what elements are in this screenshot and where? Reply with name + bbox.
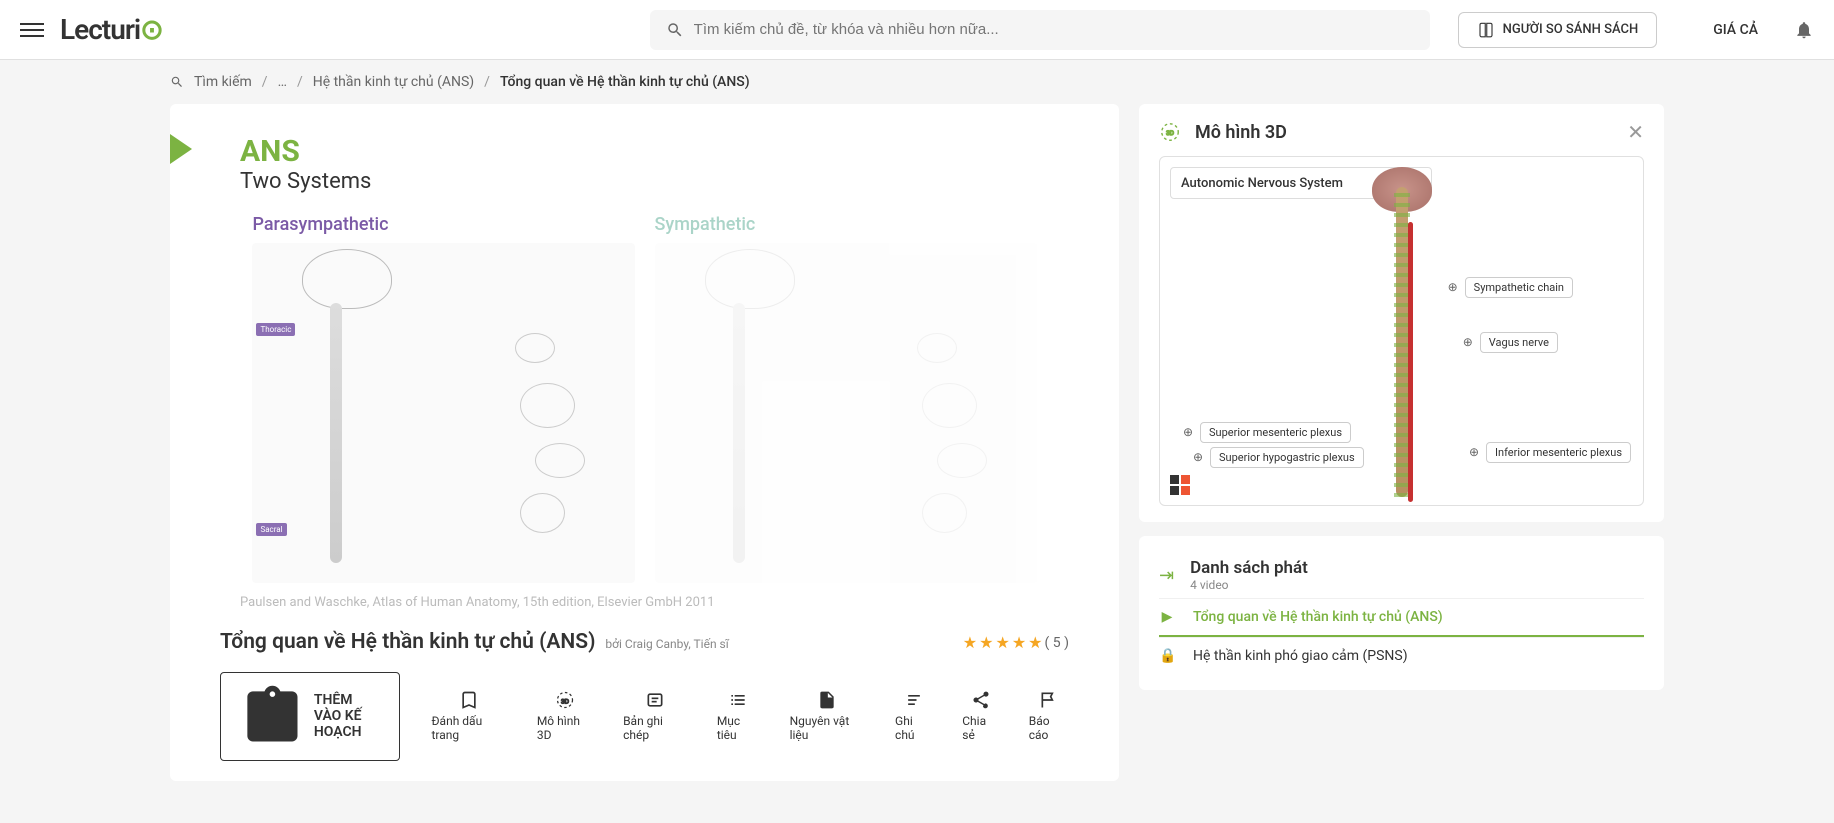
slide-title: ANS bbox=[240, 134, 1069, 169]
rating[interactable]: ★ ★ ★ ★ ★ ( 5 ) bbox=[963, 633, 1069, 652]
header: Lecturi⊙ NGƯỜI SO SÁNH SÁCH GIÁ CẢ bbox=[0, 0, 1834, 60]
file-icon bbox=[817, 690, 837, 710]
materials-action[interactable]: Nguyên vật liệu bbox=[790, 690, 865, 742]
search-icon bbox=[170, 75, 184, 89]
citation: Paulsen and Waschke, Atlas of Human Anat… bbox=[240, 595, 1069, 610]
model3d-panel: 3D Mô hình 3D ✕ Autonomic Nervous System… bbox=[1139, 104, 1664, 522]
compare-books-button[interactable]: NGƯỜI SO SÁNH SÁCH bbox=[1458, 12, 1658, 48]
sympathetic-diagram bbox=[655, 243, 1037, 583]
video-author: bởi Craig Canby, Tiến sĩ bbox=[605, 637, 728, 651]
transcript-action[interactable]: Bản ghi chép bbox=[623, 690, 687, 742]
callout[interactable]: Sympathetic chain bbox=[1465, 277, 1573, 298]
objectives-action[interactable]: Mục tiêu bbox=[717, 690, 760, 742]
star-icon: ★ bbox=[1012, 633, 1026, 652]
breadcrumb-dots[interactable]: … bbox=[278, 74, 287, 90]
model3d-action[interactable]: 3D Mô hình 3D bbox=[537, 690, 593, 742]
list-icon bbox=[728, 690, 748, 710]
3d-icon: 3D bbox=[555, 690, 575, 710]
logo[interactable]: Lecturi⊙ bbox=[60, 13, 163, 46]
svg-text:3D: 3D bbox=[1166, 129, 1174, 137]
report-action[interactable]: Báo cáo bbox=[1029, 690, 1069, 742]
playlist-item[interactable]: 🔒 Hệ thần kinh phó giao cảm (PSNS) bbox=[1159, 637, 1644, 674]
search-icon bbox=[666, 21, 684, 39]
search-input[interactable] bbox=[694, 21, 1414, 38]
book-icon bbox=[1477, 21, 1495, 39]
transcript-icon bbox=[645, 690, 665, 710]
playlist-title: Danh sách phát bbox=[1190, 558, 1308, 578]
share-icon bbox=[971, 690, 991, 710]
share-action[interactable]: Chia sẻ bbox=[962, 690, 999, 742]
breadcrumb-parent[interactable]: Hệ thần kinh tự chủ (ANS) bbox=[313, 74, 474, 90]
star-icon: ★ bbox=[995, 633, 1009, 652]
bookmark-action[interactable]: Đánh dấu trang bbox=[432, 690, 507, 742]
lecture-panel: ANS Two Systems Parasympathetic Thoracic… bbox=[170, 104, 1119, 781]
notifications-icon[interactable] bbox=[1794, 20, 1814, 40]
callout[interactable]: Inferior mesenteric plexus bbox=[1486, 442, 1631, 463]
model3d-viewer[interactable]: Autonomic Nervous System i Sympathetic c… bbox=[1159, 156, 1644, 506]
flag-icon bbox=[1039, 690, 1059, 710]
rating-count: ( 5 ) bbox=[1045, 635, 1069, 651]
parasympathetic-label: Parasympathetic bbox=[252, 214, 634, 235]
lock-icon: 🔒 bbox=[1159, 648, 1175, 664]
breadcrumb-search[interactable]: Tìm kiếm bbox=[194, 74, 252, 90]
playlist-panel: ⇥ Danh sách phát 4 video ▶ Tổng quan về … bbox=[1139, 536, 1664, 690]
star-icon: ★ bbox=[1028, 633, 1042, 652]
play-button[interactable] bbox=[170, 134, 192, 164]
video-title: Tổng quan về Hệ thần kinh tự chủ (ANS) bbox=[220, 630, 595, 654]
breadcrumb-current: Tổng quan về Hệ thần kinh tự chủ (ANS) bbox=[500, 74, 750, 90]
search-bar[interactable] bbox=[650, 10, 1430, 50]
play-icon: ▶ bbox=[1159, 609, 1175, 625]
callout[interactable]: Superior hypogastric plexus bbox=[1210, 447, 1364, 468]
notes-icon bbox=[904, 690, 924, 710]
close-button[interactable]: ✕ bbox=[1627, 120, 1644, 144]
star-icon: ★ bbox=[963, 633, 977, 652]
star-icon: ★ bbox=[979, 633, 993, 652]
clipboard-icon bbox=[239, 683, 306, 750]
callout[interactable]: Vagus nerve bbox=[1480, 332, 1558, 353]
3d-icon: 3D bbox=[1159, 121, 1181, 143]
brand-badge bbox=[1170, 475, 1190, 495]
svg-text:3D: 3D bbox=[561, 698, 569, 706]
breadcrumb: Tìm kiếm / … / Hệ thần kinh tự chủ (ANS)… bbox=[0, 60, 1834, 104]
parasympathetic-diagram: Thoracic Sacral bbox=[252, 243, 634, 583]
playlist-subtitle: 4 video bbox=[1190, 578, 1308, 592]
price-link[interactable]: GIÁ CẢ bbox=[1713, 22, 1758, 38]
slide-subtitle: Two Systems bbox=[240, 169, 1069, 194]
callout[interactable]: Superior mesenteric plexus bbox=[1200, 422, 1351, 443]
sidebar: 3D Mô hình 3D ✕ Autonomic Nervous System… bbox=[1139, 104, 1664, 781]
diagram-row: Parasympathetic Thoracic Sacral Sympathe… bbox=[220, 214, 1069, 583]
notes-action[interactable]: Ghi chú bbox=[895, 690, 932, 742]
model3d-title: Mô hình 3D bbox=[1195, 122, 1613, 143]
playlist-icon: ⇥ bbox=[1159, 565, 1174, 586]
bookmark-icon bbox=[459, 690, 479, 710]
menu-button[interactable] bbox=[20, 18, 44, 42]
sympathetic-label: Sympathetic bbox=[655, 214, 1037, 235]
playlist-item[interactable]: ▶ Tổng quan về Hệ thần kinh tự chủ (ANS) bbox=[1159, 598, 1644, 637]
add-to-plan-button[interactable]: THÊM VÀO KẾ HOẠCH bbox=[220, 672, 400, 761]
